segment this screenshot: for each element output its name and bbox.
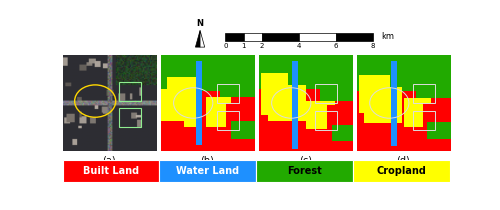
Text: 2: 2 [260, 43, 264, 49]
Bar [314, 111, 337, 130]
Bar [256, 160, 353, 182]
Text: Cropland: Cropland [376, 166, 426, 176]
Text: 1: 1 [242, 43, 246, 49]
Bar [118, 82, 141, 101]
Text: 8: 8 [370, 43, 375, 49]
Text: Forest: Forest [288, 166, 322, 176]
Text: km: km [381, 32, 394, 41]
Bar [216, 111, 239, 130]
Bar [118, 108, 141, 127]
Text: (c): (c) [299, 155, 312, 165]
Text: 6: 6 [334, 43, 338, 49]
Text: 4: 4 [296, 43, 301, 49]
Polygon shape [196, 30, 200, 47]
Bar [412, 111, 435, 130]
Bar [299, 33, 336, 41]
Text: (a): (a) [102, 155, 116, 165]
Text: 0: 0 [223, 43, 228, 49]
Bar [314, 84, 337, 103]
Bar [412, 84, 435, 103]
Text: (d): (d) [396, 155, 410, 165]
Bar [353, 160, 450, 182]
Bar [216, 84, 239, 103]
Text: Built Land: Built Land [83, 166, 139, 176]
Bar [225, 33, 244, 41]
Bar [336, 33, 372, 41]
Bar [62, 160, 160, 182]
Bar [160, 160, 256, 182]
Text: N: N [196, 19, 203, 28]
Polygon shape [200, 30, 204, 47]
Text: Water Land: Water Land [176, 166, 240, 176]
Bar [262, 33, 299, 41]
Bar [244, 33, 262, 41]
Text: (b): (b) [200, 155, 214, 165]
